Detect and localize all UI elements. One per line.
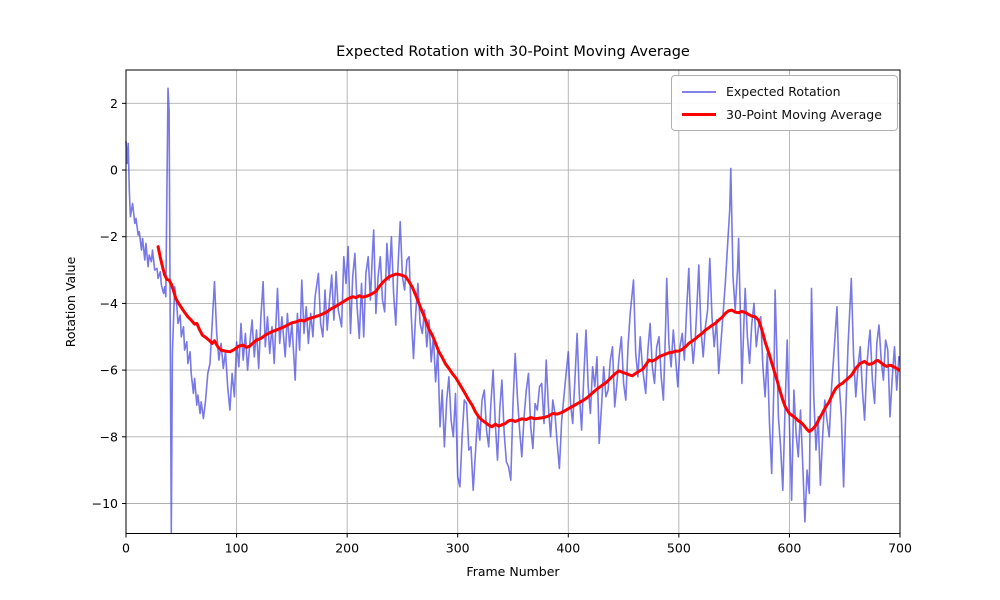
x-tick-label: 100 bbox=[225, 541, 249, 556]
y-axis-label: Rotation Value bbox=[63, 256, 78, 348]
y-tick-label: −2 bbox=[100, 229, 118, 244]
legend-label: 30-Point Moving Average bbox=[726, 107, 882, 122]
x-tick-label: 300 bbox=[446, 541, 470, 556]
legend-line-red bbox=[682, 113, 716, 116]
x-tick-label: 0 bbox=[122, 541, 130, 556]
x-tick-label: 200 bbox=[335, 541, 359, 556]
legend-entry-expected-rotation: Expected Rotation bbox=[682, 83, 887, 100]
y-tick-label: −8 bbox=[100, 429, 118, 444]
y-tick-label: −6 bbox=[100, 363, 118, 378]
legend-entry-moving-average: 30-Point Moving Average bbox=[682, 106, 887, 123]
x-tick-label: 600 bbox=[777, 541, 801, 556]
series-line-0 bbox=[125, 87, 900, 534]
legend: Expected Rotation 30-Point Moving Averag… bbox=[671, 75, 898, 131]
y-tick-label: −10 bbox=[92, 496, 118, 511]
x-tick-label: 700 bbox=[888, 541, 912, 556]
chart-title: Expected Rotation with 30-Point Moving A… bbox=[336, 44, 690, 60]
legend-line-blue bbox=[682, 90, 716, 93]
series-line-1 bbox=[156, 245, 901, 433]
x-tick-label: 400 bbox=[556, 541, 580, 556]
legend-label: Expected Rotation bbox=[726, 84, 841, 99]
x-axis-label: Frame Number bbox=[466, 564, 560, 579]
y-tick-label: 2 bbox=[110, 96, 118, 111]
axes-spines bbox=[125, 69, 901, 534]
y-tick-label: −4 bbox=[100, 296, 118, 311]
x-tick-label: 500 bbox=[667, 541, 691, 556]
y-tick-label: 0 bbox=[110, 163, 118, 178]
